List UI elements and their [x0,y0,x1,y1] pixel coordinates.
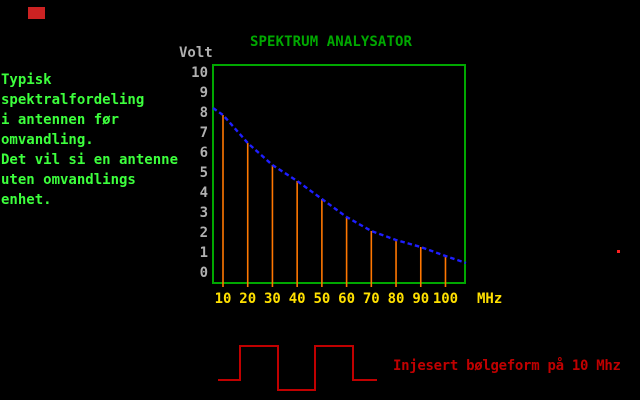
y-tick-label: 5 [199,165,208,181]
y-tick-label: 1 [199,245,208,261]
y-tick-label: 3 [199,205,208,221]
intro-line: Typisk [1,72,52,88]
y-tick-label: 6 [199,145,208,161]
intro-line: uten omvandlings [1,172,136,188]
x-axis-unit-label: MHz [477,291,503,307]
y-tick-label: 0 [199,265,208,281]
x-tick-label: 90 [412,291,430,307]
y-tick-label: 2 [199,225,208,241]
stray-red-pixel [617,250,620,253]
text-cursor-block [28,7,45,19]
intro-line: spektralfordeling [1,92,145,108]
intro-text: Typisk spektralfordeling i antennen før omv… [1,70,178,210]
y-tick-label: 8 [199,105,208,121]
x-tick-label: 100 [432,291,459,307]
y-axis-unit-label: Volt [179,45,213,61]
x-tick-label: 10 [214,291,232,307]
x-tick-label: 30 [264,291,281,307]
x-tick-label: 20 [239,291,257,307]
x-tick-label: 70 [362,291,380,307]
x-tick-label: 50 [313,291,331,307]
waveform-caption: Injesert bølgeform på 10 Mhz [393,358,621,374]
chart-title: SPEKTRUM ANALYSATOR [250,34,413,50]
y-tick-label: 9 [199,85,208,101]
y-tick-label: 10 [191,65,208,81]
intro-line: enhet. [1,192,52,208]
intro-line: i antennen før [1,112,120,128]
plot-border [212,64,466,284]
x-tick-label: 40 [288,291,306,307]
intro-line: Det vil si en antenne [1,152,179,168]
intro-line: omvandling. [1,132,94,148]
x-tick-label: 60 [338,291,356,307]
x-tick-label: 80 [387,291,405,307]
y-tick-label: 4 [199,185,208,201]
y-tick-label: 7 [199,125,208,141]
square-wave-trace [218,345,377,391]
